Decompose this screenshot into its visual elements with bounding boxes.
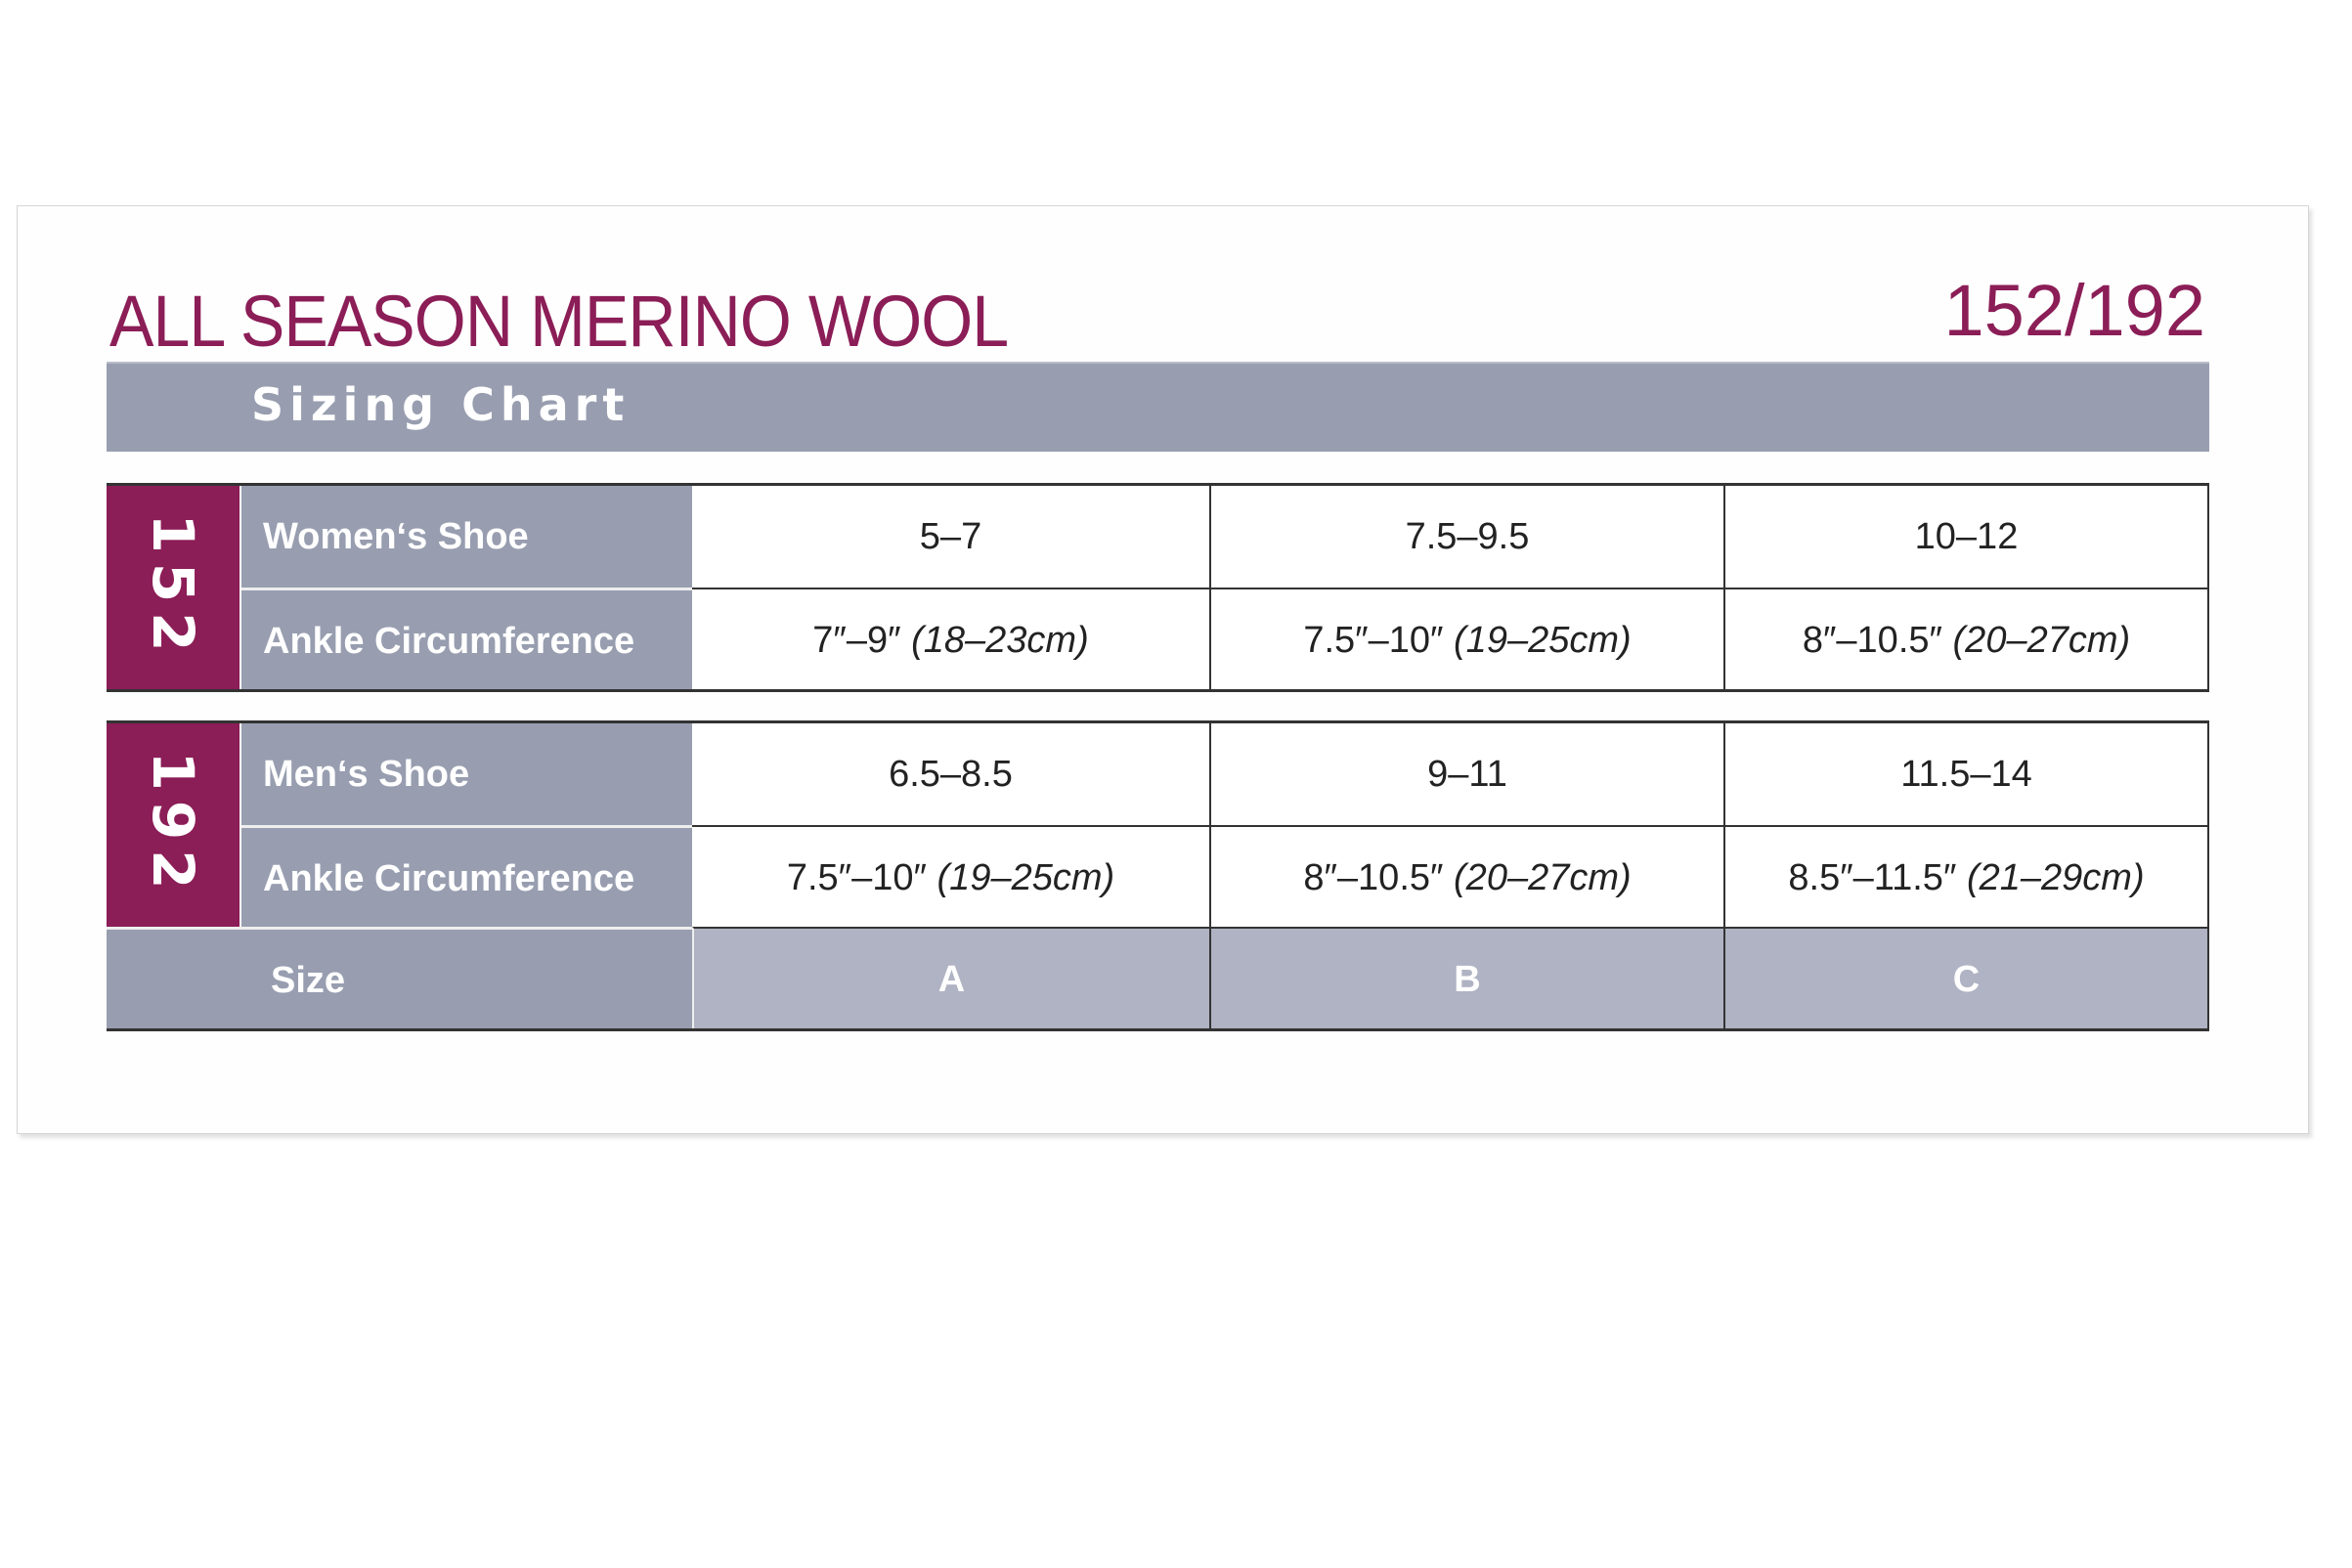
table-row: Ankle Circumference 7″–9″ (18–23cm) 7.5″… xyxy=(240,588,2209,689)
mens-table: 192 Men‘s Shoe 6.5–8.5 9–11 11.5–14 Ankl… xyxy=(107,720,2209,1031)
row-label: Ankle Circumference xyxy=(241,825,692,927)
table-cell: 7.5–9.5 xyxy=(1209,486,1723,588)
size-cell: C xyxy=(1723,927,2209,1028)
table-cell: 11.5–14 xyxy=(1723,723,2209,825)
table-cell: 9–11 xyxy=(1209,723,1723,825)
row-label: Men‘s Shoe xyxy=(241,723,692,825)
banner-title: Sizing Chart xyxy=(251,378,631,431)
size-cell: A xyxy=(692,927,1209,1028)
size-label: Size xyxy=(107,927,692,1028)
row-label: Ankle Circumference xyxy=(241,588,692,689)
product-codes: 152/192 xyxy=(1943,270,2206,351)
table-row: Men‘s Shoe 6.5–8.5 9–11 11.5–14 xyxy=(240,723,2209,825)
mens-code-tag: 192 xyxy=(107,723,240,927)
table-cell: 10–12 xyxy=(1723,486,2209,588)
table-cell: 5–7 xyxy=(692,486,1209,588)
size-row: Size A B C xyxy=(107,927,2209,1028)
sizing-chart-banner: Sizing Chart xyxy=(107,362,2209,452)
womens-code-tag: 152 xyxy=(107,486,240,689)
womens-code: 152 xyxy=(140,513,206,662)
table-row: Ankle Circumference 7.5″–10″ (19–25cm) 8… xyxy=(240,825,2209,927)
table-cell: 8″–10.5″ (20–27cm) xyxy=(1723,588,2209,689)
table-cell: 6.5–8.5 xyxy=(692,723,1209,825)
table-cell: 7.5″–10″ (19–25cm) xyxy=(692,825,1209,927)
mens-code: 192 xyxy=(140,751,206,899)
row-label: Women‘s Shoe xyxy=(241,486,692,588)
table-cell: 7″–9″ (18–23cm) xyxy=(692,588,1209,689)
table-cell: 7.5″–10″ (19–25cm) xyxy=(1209,588,1723,689)
table-cell: 8.5″–11.5″ (21–29cm) xyxy=(1723,825,2209,927)
product-title: ALL SEASON MERINO WOOL xyxy=(109,281,1009,362)
table-cell: 8″–10.5″ (20–27cm) xyxy=(1209,825,1723,927)
size-cell: B xyxy=(1209,927,1723,1028)
womens-table: 152 Women‘s Shoe 5–7 7.5–9.5 10–12 Ankle… xyxy=(107,483,2209,692)
table-row: Women‘s Shoe 5–7 7.5–9.5 10–12 xyxy=(240,486,2209,588)
